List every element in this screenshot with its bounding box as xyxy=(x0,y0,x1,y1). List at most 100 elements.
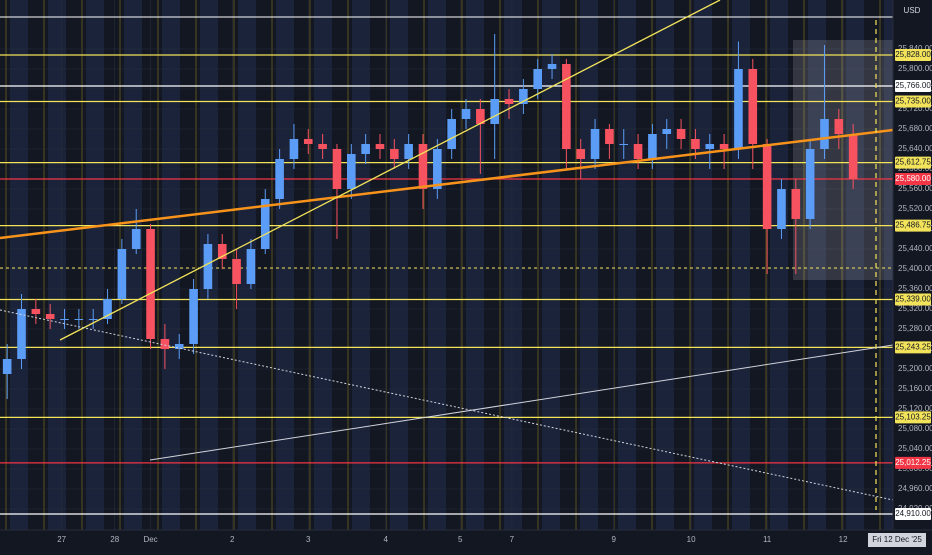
candle-body xyxy=(74,319,84,320)
y-tick-label: 25,400.00 xyxy=(898,264,932,273)
level-badge xyxy=(895,293,931,306)
candle-body xyxy=(490,99,499,124)
y-tick-label: 25,560.00 xyxy=(898,184,932,193)
y-tick-label: 25,360.00 xyxy=(898,284,932,293)
candle-body xyxy=(246,249,256,284)
y-tick-label: 25,160.00 xyxy=(898,384,932,393)
x-tick-label: 4 xyxy=(383,535,388,544)
candle-body xyxy=(31,309,41,314)
candle-body xyxy=(605,129,614,144)
level-badge xyxy=(895,156,931,169)
session-band xyxy=(618,0,636,530)
session-band xyxy=(542,0,560,530)
x-tick-label: 12 xyxy=(839,535,848,544)
candle-body xyxy=(791,189,801,219)
candle-body xyxy=(504,99,514,104)
candle-body xyxy=(619,144,629,145)
y-tick-label: 25,200.00 xyxy=(898,364,932,373)
y-tick-label: 24,960.00 xyxy=(898,484,932,493)
level-label: 25,243.25 xyxy=(895,342,931,351)
candle-body xyxy=(318,144,327,149)
level-label: 25,103.25 xyxy=(895,412,931,421)
trendline-orange xyxy=(0,128,894,240)
level-label: 25,735.00 xyxy=(895,97,931,106)
levels xyxy=(0,54,893,515)
candle-body xyxy=(346,154,356,189)
candle-body xyxy=(174,344,184,349)
session-band xyxy=(466,0,484,530)
x-tick-label: 3 xyxy=(306,535,311,544)
candle-body xyxy=(390,149,399,159)
y-tick-label: 25,120.00 xyxy=(898,404,932,413)
level-badge xyxy=(895,219,931,232)
level-badge xyxy=(895,80,931,92)
candle-body xyxy=(447,119,456,149)
y-tick-label: 25,040.00 xyxy=(898,444,932,453)
x-tick-label: 27 xyxy=(57,535,66,544)
level-label: 25,339.00 xyxy=(895,295,931,304)
session-band xyxy=(846,0,864,530)
y-tick-label: 25,640.00 xyxy=(898,144,932,153)
level-badge xyxy=(895,95,931,108)
level-label: 25,580.00 xyxy=(895,174,931,183)
candle-body xyxy=(676,129,686,139)
currency-label: USD xyxy=(904,6,921,15)
candle-body xyxy=(189,289,198,344)
session-band xyxy=(86,0,104,530)
session-band xyxy=(390,0,408,530)
candle-body xyxy=(375,144,385,149)
candle-body xyxy=(17,309,26,359)
level-badge xyxy=(895,456,931,469)
candle-body xyxy=(705,144,715,149)
candle-body xyxy=(303,139,313,144)
candle-body xyxy=(820,119,829,149)
level-label: 25,766.00 xyxy=(895,81,931,90)
session-band xyxy=(352,0,370,530)
candle-body xyxy=(60,319,69,320)
x-tick-label: 28 xyxy=(110,535,119,544)
level-badge xyxy=(895,508,931,520)
level-badge xyxy=(895,341,931,354)
candle-body xyxy=(691,139,700,149)
candle-body xyxy=(275,159,284,199)
candle-body xyxy=(590,129,600,159)
candle-body xyxy=(117,249,127,299)
candle-body xyxy=(805,149,815,219)
session-band xyxy=(694,0,712,530)
level-badge xyxy=(895,411,931,424)
session-band xyxy=(428,0,446,530)
y-tick-label: 25,080.00 xyxy=(898,424,932,433)
session-band xyxy=(10,0,28,530)
x-tick-label: Dec xyxy=(143,535,157,544)
session-band xyxy=(504,0,522,530)
candle-body xyxy=(461,109,471,119)
x-tick-label: 11 xyxy=(763,535,772,544)
candle-body xyxy=(777,189,786,229)
session-band xyxy=(124,0,142,530)
candle-body xyxy=(146,229,155,339)
candle-body xyxy=(418,144,428,189)
grid xyxy=(0,0,893,530)
x-tick-label: 10 xyxy=(687,535,696,544)
candle-body xyxy=(734,69,743,149)
level-label: 24,910.00 xyxy=(895,509,931,518)
candle-body xyxy=(260,199,270,249)
y-tick-label: 25,280.00 xyxy=(898,324,932,333)
y-tick-label: 25,800.00 xyxy=(898,64,932,73)
x-tick-label: 9 xyxy=(611,535,616,544)
level-badge xyxy=(895,173,931,185)
y-tick-label: 25,440.00 xyxy=(898,244,932,253)
y-tick-label: 25,840.00 xyxy=(898,44,932,53)
x-tick-label: 7 xyxy=(510,535,515,544)
level-label: 25,612.75 xyxy=(895,158,931,167)
candle-body xyxy=(2,359,12,374)
candle-body xyxy=(217,244,227,259)
candle-body xyxy=(160,339,170,349)
candle-body xyxy=(719,144,729,149)
candle-body xyxy=(848,134,858,179)
crosshair-badge xyxy=(868,533,926,547)
crosshair-label: Fri 12 Dec '25 xyxy=(872,535,922,544)
trendline-white xyxy=(149,344,894,461)
candle-body xyxy=(404,144,413,159)
trendline-dotted xyxy=(0,309,894,501)
